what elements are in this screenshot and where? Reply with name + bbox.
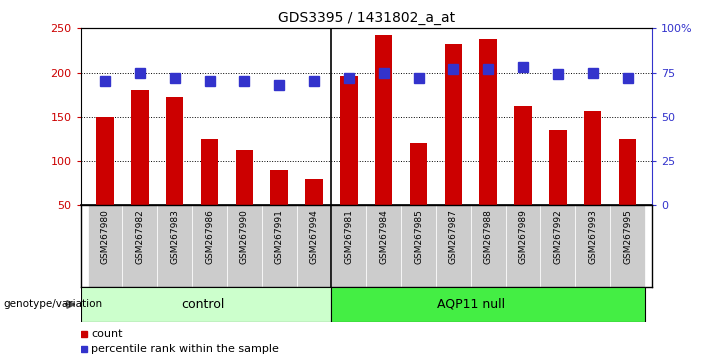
Title: GDS3395 / 1431802_a_at: GDS3395 / 1431802_a_at [278, 11, 455, 24]
Text: GSM267982: GSM267982 [135, 209, 144, 264]
Bar [515, 106, 532, 205]
Bar [123, 205, 157, 287]
Bar [227, 205, 261, 287]
Bar [271, 170, 288, 205]
Text: GSM267990: GSM267990 [240, 209, 249, 264]
Bar [297, 205, 332, 287]
Text: GSM267986: GSM267986 [205, 209, 214, 264]
Text: GSM267989: GSM267989 [519, 209, 528, 264]
Text: GSM267984: GSM267984 [379, 209, 388, 264]
Bar [157, 205, 192, 287]
Bar [576, 205, 610, 287]
Bar [584, 110, 601, 205]
Bar [192, 205, 227, 287]
Bar [505, 205, 540, 287]
Text: AQP11 null: AQP11 null [437, 298, 505, 311]
Bar [619, 139, 637, 205]
Text: GSM267981: GSM267981 [344, 209, 353, 264]
Bar [367, 205, 401, 287]
Text: percentile rank within the sample: percentile rank within the sample [91, 344, 279, 354]
Bar [261, 205, 297, 287]
Bar [306, 179, 322, 205]
Bar [410, 143, 427, 205]
Bar [88, 205, 123, 287]
Text: count: count [91, 329, 123, 339]
Text: control: control [181, 298, 224, 311]
Text: GSM267993: GSM267993 [588, 209, 597, 264]
Bar [549, 130, 566, 205]
Bar [131, 90, 149, 205]
Bar [444, 44, 462, 205]
Bar [200, 139, 218, 205]
Bar [81, 287, 332, 322]
Text: GSM267988: GSM267988 [484, 209, 493, 264]
Text: GSM267987: GSM267987 [449, 209, 458, 264]
Text: genotype/variation: genotype/variation [4, 299, 102, 309]
Bar [340, 76, 358, 205]
Bar [236, 150, 253, 205]
Bar [375, 35, 393, 205]
Text: GSM267985: GSM267985 [414, 209, 423, 264]
Bar [332, 205, 367, 287]
Bar [471, 205, 505, 287]
Text: GSM267983: GSM267983 [170, 209, 179, 264]
Text: GSM267992: GSM267992 [553, 209, 562, 264]
Text: GSM267995: GSM267995 [623, 209, 632, 264]
Bar [166, 97, 184, 205]
Bar [96, 117, 114, 205]
Bar [540, 205, 576, 287]
Text: GSM267994: GSM267994 [310, 209, 318, 264]
Bar [401, 205, 436, 287]
Bar [479, 39, 497, 205]
Bar [332, 287, 645, 322]
Bar [610, 205, 645, 287]
Text: GSM267980: GSM267980 [100, 209, 109, 264]
Text: GSM267991: GSM267991 [275, 209, 284, 264]
Bar [436, 205, 471, 287]
